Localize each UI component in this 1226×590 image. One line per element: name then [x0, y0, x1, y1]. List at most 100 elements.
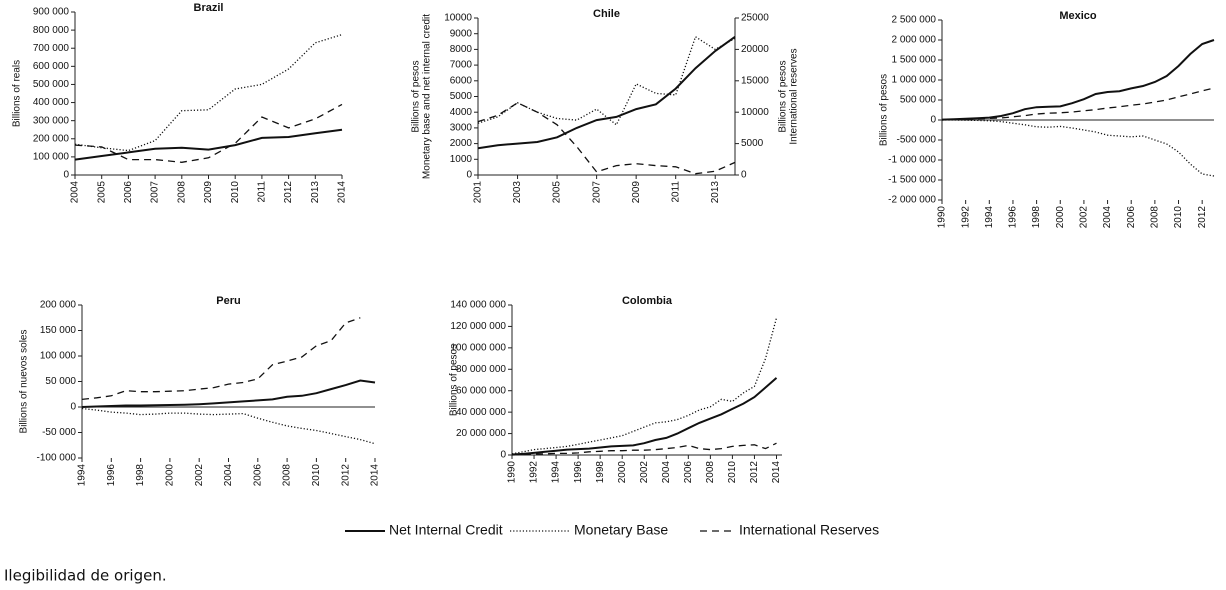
series-line: [81, 379, 376, 408]
x-tick-label: 2012: [1197, 206, 1208, 229]
x-tick-label: 2012: [340, 464, 351, 487]
x-tick-label: 1994: [551, 461, 562, 484]
x-tick-label: 2013: [310, 181, 321, 204]
y-tick-label: 2000: [450, 138, 473, 149]
y-tick-label: 2 500 000: [892, 15, 937, 26]
y2-axis-label: Billions of pesos: [778, 60, 789, 132]
x-tick-label: 1998: [1031, 206, 1042, 229]
x-tick-label: 2006: [123, 181, 134, 204]
x-tick-label: 2000: [1055, 206, 1066, 229]
y-axis-label: Billions of pesos: [879, 74, 890, 146]
x-tick-label: 2000: [617, 461, 628, 484]
series-line: [81, 317, 361, 401]
x-tick-label: 2006: [683, 461, 694, 484]
y-tick-label: 700 000: [33, 43, 70, 54]
y-tick-label: 120 000 000: [450, 321, 506, 332]
series-line: [942, 119, 1215, 177]
x-tick-label: 2013: [710, 181, 721, 204]
x-tick-label: 1996: [573, 461, 584, 484]
chart-title: Brazil: [194, 2, 224, 14]
x-tick-label: 2003: [512, 181, 523, 204]
y-tick-label: 600 000: [33, 61, 70, 72]
y-tick-label: 0: [466, 170, 472, 181]
x-tick-label: 2004: [70, 181, 81, 204]
y-tick-label: 300 000: [33, 115, 70, 126]
x-tick-label: 1996: [1008, 206, 1019, 229]
x-tick-label: 2005: [96, 181, 107, 204]
y-tick-label: 4000: [450, 107, 473, 118]
x-tick-label: 2014: [370, 464, 381, 487]
x-tick-label: 2005: [552, 181, 563, 204]
y-axis-label: Billions of pesos: [449, 344, 460, 416]
y-tick-label: 50 000: [45, 376, 76, 387]
y-tick-label: -50 000: [42, 427, 76, 438]
y-tick-label: 100 000: [33, 152, 70, 163]
y-tick-label: 1000: [450, 154, 473, 165]
x-tick-label: 2010: [727, 461, 738, 484]
y2-tick-label: 5000: [741, 138, 764, 149]
series-line: [511, 317, 778, 455]
y-tick-label: 500 000: [900, 95, 937, 106]
y-tick-label: 900 000: [33, 7, 70, 18]
y2-tick-label: 0: [741, 170, 747, 181]
y-tick-label: 20 000 000: [456, 428, 506, 439]
y-tick-label: 7000: [450, 60, 473, 71]
x-tick-label: 2006: [252, 464, 263, 487]
y-tick-label: 200 000: [33, 133, 70, 144]
y-tick-label: 0: [63, 170, 69, 181]
y-tick-label: 800 000: [33, 25, 70, 36]
y-tick-label: -2 000 000: [888, 195, 936, 206]
x-tick-label: 1996: [106, 464, 117, 487]
series-line: [74, 33, 343, 152]
y-tick-label: -500 000: [897, 135, 937, 146]
x-tick-label: 2009: [203, 181, 214, 204]
series-line: [477, 35, 736, 150]
y-tick-label: 200 000: [40, 300, 77, 311]
x-tick-label: 2004: [1102, 206, 1113, 229]
series-line: [81, 407, 376, 445]
x-tick-label: 2008: [176, 181, 187, 204]
legend-label: International Reserves: [739, 522, 879, 538]
series-line: [74, 128, 343, 161]
y-tick-label: -1 000 000: [888, 155, 936, 166]
x-tick-label: 2009: [631, 181, 642, 204]
y-tick-label: -1 500 000: [888, 175, 936, 186]
y-tick-label: 6000: [450, 75, 473, 86]
y-axis-label: Billions of pesos: [411, 60, 422, 132]
y-tick-label: 5000: [450, 91, 473, 102]
series-line: [511, 377, 778, 456]
y-tick-label: 0: [70, 402, 76, 413]
y-tick-label: 1 500 000: [892, 55, 937, 66]
y-tick-label: 0: [930, 115, 936, 126]
x-tick-label: 2012: [749, 461, 760, 484]
y-tick-label: 3000: [450, 123, 473, 134]
x-tick-label: 1994: [984, 206, 995, 229]
y-tick-label: 40 000 000: [456, 407, 506, 418]
x-tick-label: 2011: [670, 181, 681, 203]
legend-label: Monetary Base: [574, 522, 668, 538]
x-tick-label: 2010: [230, 181, 241, 204]
series-line: [511, 442, 777, 456]
y-tick-label: 8000: [450, 44, 473, 55]
x-tick-label: 2002: [1079, 206, 1090, 229]
y2-tick-label: 25000: [741, 13, 769, 24]
y-tick-label: 2 000 000: [892, 35, 937, 46]
x-tick-label: 2002: [639, 461, 650, 484]
x-tick-label: 2001: [473, 181, 484, 204]
y-tick-label: 9000: [450, 28, 473, 39]
y-tick-label: 500 000: [33, 79, 70, 90]
x-tick-label: 2000: [165, 464, 176, 487]
x-tick-label: 2011: [257, 181, 268, 203]
y-tick-label: 100 000: [40, 351, 77, 362]
series-line: [477, 102, 736, 175]
y-tick-label: 10000: [444, 13, 472, 24]
chart-title: Peru: [216, 295, 240, 307]
chart-title: Colombia: [622, 295, 673, 307]
y-tick-label: 60 000 000: [456, 385, 506, 396]
x-tick-label: 1994: [77, 464, 88, 487]
y-tick-label: 0: [500, 450, 506, 461]
y-tick-label: 100 000 000: [450, 342, 506, 353]
y-tick-label: -100 000: [37, 453, 77, 464]
y2-tick-label: 10000: [741, 107, 769, 118]
y-tick-label: 80 000 000: [456, 364, 506, 375]
